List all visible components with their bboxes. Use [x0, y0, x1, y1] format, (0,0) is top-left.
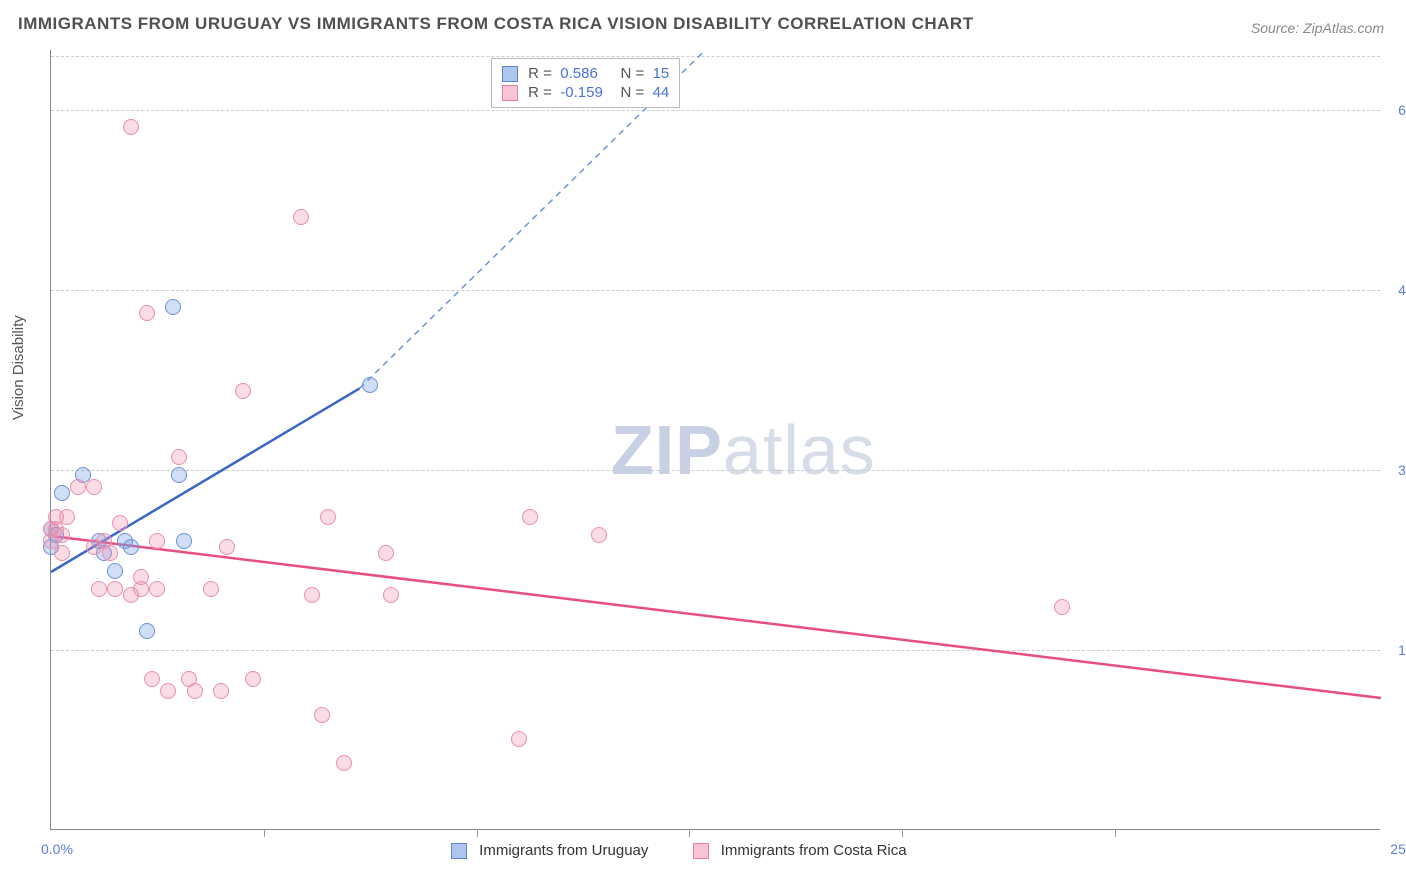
data-point	[383, 587, 399, 603]
data-point	[293, 209, 309, 225]
data-point	[219, 539, 235, 555]
y-tick-label: 1.5%	[1398, 642, 1406, 658]
swatch-icon	[693, 843, 709, 859]
data-point	[336, 755, 352, 771]
x-tick	[689, 829, 690, 837]
data-point	[149, 581, 165, 597]
y-tick-label: 3.0%	[1398, 462, 1406, 478]
plot-area: ZIPatlas 1.5%3.0%4.5%6.0% 0.0% 25.0% R =…	[50, 50, 1380, 830]
data-point	[203, 581, 219, 597]
x-axis-max-label: 25.0%	[1390, 841, 1406, 857]
x-tick	[264, 829, 265, 837]
swatch-icon	[451, 843, 467, 859]
legend-label: Immigrants from Costa Rica	[721, 842, 907, 859]
x-tick	[902, 829, 903, 837]
data-point	[511, 731, 527, 747]
data-point	[107, 581, 123, 597]
data-point	[123, 539, 139, 555]
x-tick	[1115, 829, 1116, 837]
data-point	[522, 509, 538, 525]
legend-label: Immigrants from Uruguay	[479, 842, 648, 859]
legend-item-costa-rica: Immigrants from Costa Rica	[693, 842, 907, 859]
y-tick-label: 6.0%	[1398, 102, 1406, 118]
data-point	[165, 299, 181, 315]
swatch-uruguay	[502, 66, 518, 82]
data-point	[245, 671, 261, 687]
data-point	[149, 533, 165, 549]
series-legend: Immigrants from Uruguay Immigrants from …	[451, 842, 947, 859]
y-axis-label: Vision Disability	[10, 315, 27, 420]
data-point	[54, 485, 70, 501]
data-point	[213, 683, 229, 699]
data-point	[176, 533, 192, 549]
data-point	[160, 683, 176, 699]
data-point	[91, 581, 107, 597]
legend-item-uruguay: Immigrants from Uruguay	[451, 842, 648, 859]
data-point	[144, 671, 160, 687]
stats-legend: R = 0.586 N = 15 R = -0.159 N = 44	[491, 58, 680, 108]
data-point	[304, 587, 320, 603]
data-point	[86, 479, 102, 495]
data-point	[320, 509, 336, 525]
stats-row-costa-rica: R = -0.159 N = 44	[502, 84, 669, 101]
data-point	[102, 545, 118, 561]
data-point	[133, 581, 149, 597]
data-point	[362, 377, 378, 393]
x-axis-min-label: 0.0%	[41, 841, 73, 857]
y-tick-label: 4.5%	[1398, 282, 1406, 298]
stats-row-uruguay: R = 0.586 N = 15	[502, 65, 669, 82]
data-point	[54, 527, 70, 543]
data-point	[54, 545, 70, 561]
data-point	[59, 509, 75, 525]
data-point	[1054, 599, 1070, 615]
data-point	[112, 515, 128, 531]
data-point	[139, 305, 155, 321]
data-point	[70, 479, 86, 495]
data-point	[187, 683, 203, 699]
trend-lines	[51, 50, 1380, 829]
chart-title: IMMIGRANTS FROM URUGUAY VS IMMIGRANTS FR…	[18, 14, 974, 34]
data-point	[171, 449, 187, 465]
data-point	[235, 383, 251, 399]
data-point	[171, 467, 187, 483]
data-point	[378, 545, 394, 561]
data-point	[123, 119, 139, 135]
x-tick	[477, 829, 478, 837]
data-point	[139, 623, 155, 639]
data-point	[591, 527, 607, 543]
source-label: Source: ZipAtlas.com	[1251, 20, 1384, 36]
swatch-costa-rica	[502, 85, 518, 101]
data-point	[314, 707, 330, 723]
data-point	[107, 563, 123, 579]
